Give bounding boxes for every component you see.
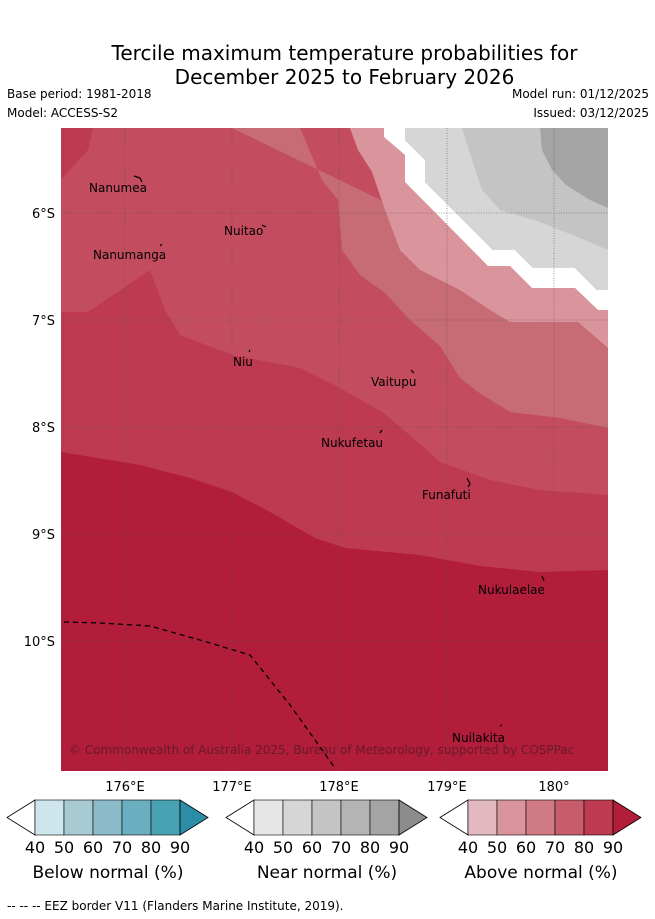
above-colorbar-tick: 60	[516, 838, 536, 857]
lon-label-180: 180°	[538, 780, 569, 795]
below-colorbar-segment	[92, 799, 123, 836]
above-normal-colorbar: 40 50 60 70 80 90	[439, 799, 642, 857]
below-colorbar-tick: 50	[54, 838, 74, 857]
above-colorbar-tick: 50	[487, 838, 507, 857]
lat-label-9s: 9°S	[32, 528, 55, 543]
above-colorbar-segment	[583, 799, 614, 836]
below-colorbar-segment	[34, 799, 65, 836]
above-colorbar-low-extend	[439, 799, 469, 836]
below-normal-colorbar: 40 50 60 70 80 90	[6, 799, 209, 857]
near-normal-colorbar: 40 50 60 70 80 90	[225, 799, 428, 857]
band-above-50	[350, 128, 608, 348]
lat-label-10s: 10°S	[24, 635, 55, 650]
near-colorbar-tick: 70	[331, 838, 351, 857]
lat-label-7s: 7°S	[32, 314, 55, 329]
band-above-90	[61, 452, 608, 771]
above-colorbar-tick: 40	[458, 838, 478, 857]
label-nukulaelae: Nukulaelae	[478, 583, 545, 597]
colorbars: 40 50 60 70 80 90 40 50 60 70 80 90 40 50 60 70 80 90	[6, 799, 642, 857]
longitude-axis: 176°E 177°E 178°E 179°E 180°	[105, 780, 569, 795]
eez-border	[63, 621, 336, 769]
model-run: Model run: 01/12/2025	[511, 87, 649, 101]
near-colorbar-segment	[369, 799, 400, 836]
below-colorbar-tick: 90	[170, 838, 190, 857]
near-colorbar-tick: 80	[360, 838, 380, 857]
near-colorbar-segment	[340, 799, 371, 836]
above-colorbar-segment	[554, 799, 585, 836]
near-colorbar-tick: 60	[302, 838, 322, 857]
map-title: Tercile maximum temperature probabilitie…	[0, 41, 655, 89]
island-labels: Nanumea Nuitao Nanumanga Niu Vaitupu Nuk…	[69, 181, 574, 757]
above-colorbar-segment	[467, 799, 498, 836]
near-colorbar-tick: 50	[273, 838, 293, 857]
label-nuitao: Nuitao	[224, 224, 263, 238]
band-above-60-lower	[232, 128, 608, 428]
graticule	[61, 128, 608, 771]
band-above-80-corner	[61, 128, 93, 180]
band-equal-odds	[384, 128, 608, 310]
label-funafuti: Funafuti	[422, 488, 471, 502]
below-colorbar-tick: 60	[83, 838, 103, 857]
near-colorbar-tick: 90	[389, 838, 409, 857]
lat-label-6s: 6°S	[32, 207, 55, 222]
near-colorbar-segment	[253, 799, 284, 836]
below-colorbar-segment	[150, 799, 181, 836]
above-colorbar-tick: 90	[603, 838, 623, 857]
near-colorbar-high-extend	[398, 799, 428, 836]
near-colorbar-segment	[311, 799, 342, 836]
above-colorbar-segment	[496, 799, 527, 836]
below-normal-label: Below normal (%)	[32, 863, 184, 883]
copyright-notice: © Commonwealth of Australia 2025, Bureau…	[69, 743, 574, 757]
near-colorbar-low-extend	[225, 799, 255, 836]
eez-legend: -- -- -- EEZ border V11 (Flanders Marine…	[7, 899, 344, 913]
base-period: Base period: 1981-2018	[7, 87, 152, 101]
probability-field	[61, 128, 608, 771]
label-niu: Niu	[233, 355, 253, 369]
above-colorbar-tick: 80	[574, 838, 594, 857]
model-name: Model: ACCESS-S2	[7, 106, 119, 120]
issued-date: Issued: 03/12/2025	[533, 106, 649, 120]
label-nuilakita: Nuilakita	[452, 731, 505, 745]
lon-label-179e: 179°E	[427, 780, 467, 795]
near-colorbar-segment	[282, 799, 313, 836]
lon-label-176e: 176°E	[105, 780, 145, 795]
lon-label-178e: 178°E	[319, 780, 359, 795]
below-colorbar-segment	[63, 799, 94, 836]
below-colorbar-tick: 70	[112, 838, 132, 857]
above-colorbar-segment	[525, 799, 556, 836]
near-colorbar-tick: 40	[244, 838, 264, 857]
lon-label-177e: 177°E	[212, 780, 252, 795]
label-nukufetau: Nukufetau	[321, 436, 383, 450]
lat-label-8s: 8°S	[32, 421, 55, 436]
below-colorbar-tick: 80	[141, 838, 161, 857]
latitude-axis: 6°S 7°S 8°S 9°S 10°S	[24, 207, 55, 650]
below-colorbar-low-extend	[6, 799, 36, 836]
above-normal-label: Above normal (%)	[464, 863, 618, 883]
title-line-1: Tercile maximum temperature probabilitie…	[111, 41, 578, 65]
below-colorbar-high-extend	[179, 799, 209, 836]
label-vaitupu: Vaitupu	[371, 375, 417, 389]
island-outlines	[133, 175, 545, 727]
above-colorbar-high-extend	[612, 799, 642, 836]
title-line-2: December 2025 to February 2026	[174, 65, 515, 89]
near-normal-label: Near normal (%)	[256, 863, 398, 883]
above-colorbar-tick: 70	[545, 838, 565, 857]
below-colorbar-tick: 40	[25, 838, 45, 857]
label-nanumea: Nanumea	[89, 181, 147, 195]
band-near-70	[540, 128, 608, 208]
label-nanumanga: Nanumanga	[93, 248, 166, 262]
below-colorbar-segment	[121, 799, 152, 836]
